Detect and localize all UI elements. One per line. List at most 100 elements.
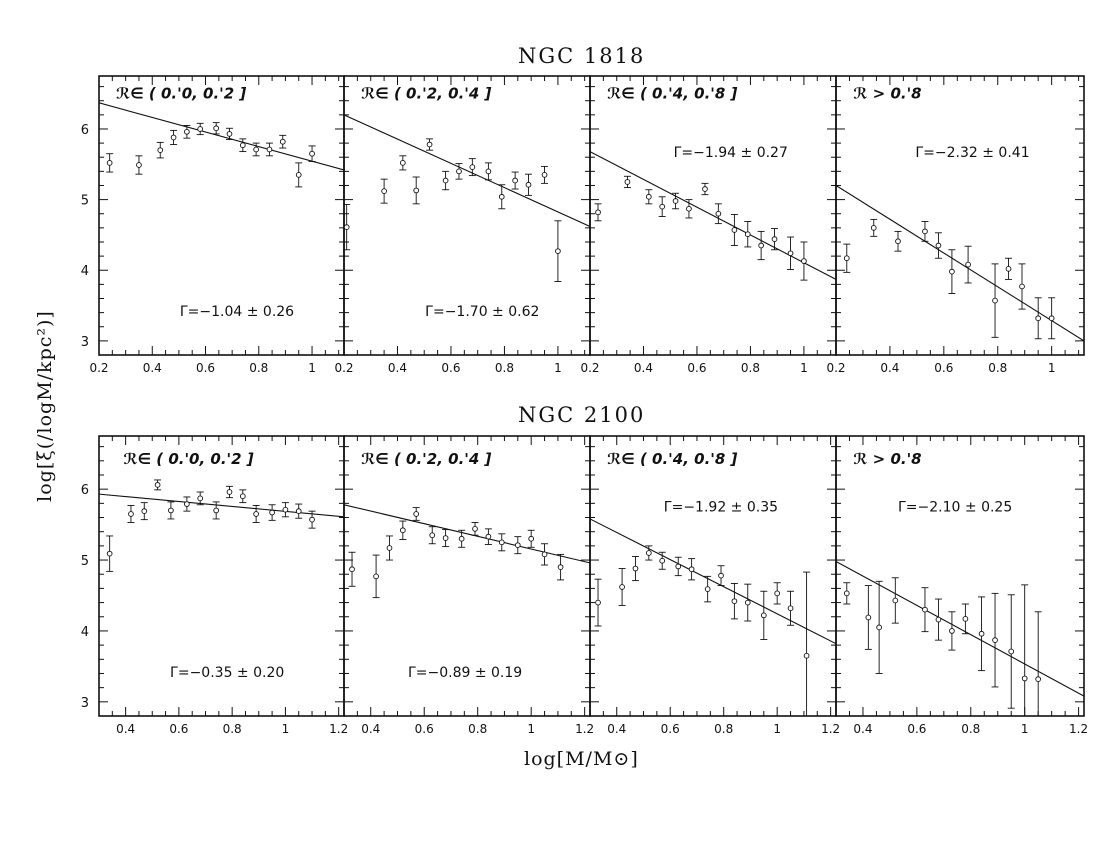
- data-point: [1035, 315, 1042, 322]
- x-tick-label: 1.2: [1069, 722, 1088, 736]
- y-tick-label: 6: [81, 483, 89, 498]
- x-tick-label: 1: [1048, 361, 1056, 375]
- data-point: [1048, 315, 1055, 322]
- x-tick-label: 1: [773, 722, 781, 736]
- data-point: [239, 142, 246, 149]
- data-point: [992, 637, 998, 644]
- data-point: [992, 297, 998, 304]
- data-point: [226, 131, 233, 137]
- data-point: [525, 181, 532, 188]
- data-point: [541, 172, 548, 178]
- data-point: [413, 511, 420, 517]
- data-point: [413, 187, 420, 194]
- ngc2100-title: NGC 2100: [518, 403, 646, 427]
- x-tick-label: 0.4: [143, 361, 162, 375]
- x-tick-label: 0.4: [853, 722, 872, 736]
- fit-line: [836, 185, 1084, 342]
- y-tick-label: 3: [81, 696, 89, 711]
- data-point: [141, 508, 148, 514]
- x-tick-label: 0.8: [714, 722, 733, 736]
- y-tick-label: 3: [81, 335, 89, 350]
- data-point: [892, 597, 899, 604]
- data-point: [686, 205, 692, 212]
- x-tick-label: 0.2: [334, 361, 353, 375]
- x-tick-label: 1: [1021, 722, 1029, 736]
- data-point: [718, 572, 724, 579]
- data-point: [266, 146, 273, 153]
- fit-line: [99, 102, 344, 171]
- gamma-label: Γ=−0.35 ± 0.20: [170, 665, 284, 681]
- gamma-label: Γ=−1.70 ± 0.62: [425, 304, 539, 320]
- ngc1818-title: NGC 1818: [518, 44, 646, 68]
- fit-line: [590, 518, 836, 645]
- gamma-label: Γ=−0.89 ± 0.19: [408, 665, 522, 681]
- data-point: [184, 501, 190, 507]
- x-tick-label: 0.8: [961, 722, 980, 736]
- y-tick-label: 5: [81, 554, 89, 569]
- fit-line: [99, 493, 344, 518]
- data-point: [498, 193, 505, 200]
- data-point: [935, 242, 942, 249]
- region-label: ℛ∈ ( 0.'2, 0.'4 ]: [361, 84, 491, 102]
- data-point: [922, 228, 928, 235]
- x-tick-label: 0.6: [907, 722, 926, 736]
- data-point: [157, 147, 164, 154]
- data-point: [343, 224, 350, 231]
- data-point: [870, 225, 877, 231]
- x-tick-label: 0.6: [687, 361, 706, 375]
- x-tick-label: 0.4: [116, 722, 135, 736]
- data-point: [672, 198, 679, 204]
- data-point: [528, 535, 535, 542]
- y-tick-label: 6: [81, 123, 89, 138]
- data-point: [170, 134, 177, 141]
- data-point: [978, 630, 985, 637]
- x-tick-label: 0.6: [934, 361, 953, 375]
- data-point: [675, 563, 682, 570]
- y-tick-label: 4: [81, 625, 89, 640]
- data-point: [935, 616, 942, 623]
- y-tick-label: 4: [81, 264, 89, 279]
- x-tick-label: 0.8: [988, 361, 1007, 375]
- gamma-label: Γ=−2.32 ± 0.41: [915, 145, 1029, 161]
- data-point: [962, 616, 969, 622]
- data-point: [624, 179, 631, 185]
- data-point: [1035, 676, 1042, 682]
- data-point: [949, 268, 955, 275]
- x-tick-label: 0.6: [169, 722, 188, 736]
- x-tick-label: 0.8: [223, 722, 242, 736]
- data-point: [659, 203, 666, 210]
- x-tick-label: 0.6: [661, 722, 680, 736]
- data-point: [659, 557, 666, 564]
- data-point: [876, 624, 882, 631]
- x-tick-label: 1: [282, 722, 290, 736]
- data-point: [469, 164, 476, 170]
- x-tick-label: 1.2: [575, 722, 594, 736]
- region-label: ℛ > 0.'8: [853, 84, 921, 102]
- panel-frame: [835, 75, 1085, 356]
- data-point: [498, 539, 505, 546]
- data-point: [803, 652, 810, 659]
- data-point: [136, 162, 142, 168]
- data-point: [253, 146, 259, 153]
- data-point: [702, 186, 708, 192]
- data-point: [1019, 283, 1025, 290]
- x-tick-label: 0.6: [441, 361, 460, 375]
- data-point: [426, 141, 433, 148]
- fit-line: [344, 504, 590, 564]
- data-point: [541, 551, 548, 558]
- data-point: [595, 599, 601, 606]
- x-axis-label: log[M/M⊙]: [524, 748, 639, 770]
- data-point: [485, 533, 492, 540]
- x-tick-label: 0.2: [580, 361, 599, 375]
- panel-ngc2100-1: 0.4 0.6 0.8 1 1.2 3 4 5 6 ℛ∈ ( 0.'0, 0.'2 ] Γ=−0.3…: [81, 435, 348, 736]
- data-point: [154, 482, 161, 488]
- data-point: [1021, 675, 1028, 682]
- x-tick-label: 1: [308, 361, 316, 375]
- x-tick-label: 0.2: [89, 361, 108, 375]
- panel-ngc1818-2: 0.2 0.4 0.6 0.8 1 ℛ∈ ( 0.'2, 0.'4 ] Γ=−1.70 ± …: [334, 75, 591, 375]
- panel-ngc2100-4: 0.4 0.6 0.8 1 1.2 ℛ > 0.'8 Γ=−2.10 ± 0.25: [835, 435, 1088, 736]
- data-point: [197, 126, 204, 132]
- data-point: [688, 566, 695, 573]
- x-tick-label: 1.2: [821, 722, 840, 736]
- data-point: [843, 590, 850, 597]
